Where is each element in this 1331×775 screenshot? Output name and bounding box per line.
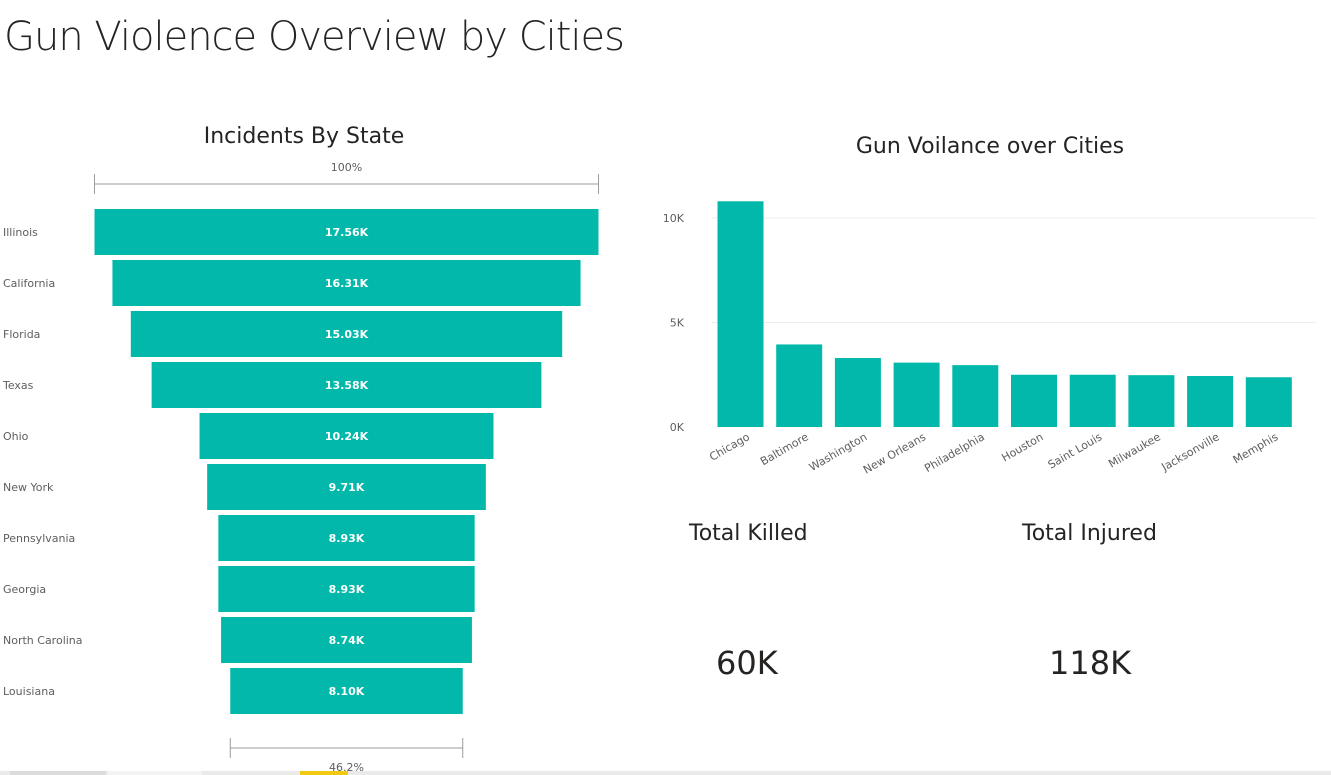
page-tab-active[interactable] bbox=[300, 771, 348, 775]
column-bar[interactable] bbox=[1011, 374, 1057, 427]
x-tick-label: Chicago bbox=[707, 430, 752, 463]
funnel-category-label: Texas bbox=[2, 379, 34, 392]
column-bar[interactable] bbox=[1187, 376, 1234, 427]
funnel-category-label: Louisiana bbox=[3, 685, 55, 698]
funnel-bar[interactable] bbox=[94, 209, 599, 255]
funnel-category-label: Pennsylvania bbox=[3, 532, 75, 545]
funnel-bar[interactable] bbox=[218, 566, 475, 612]
funnel-data-label: 15.03K bbox=[325, 328, 369, 341]
y-tick-label: 0K bbox=[670, 421, 685, 434]
total-injured-card-value: 118K bbox=[1049, 644, 1132, 682]
funnel-category-label: California bbox=[3, 277, 55, 290]
funnel-bar[interactable] bbox=[230, 668, 463, 714]
funnel-category-label: Georgia bbox=[3, 583, 46, 596]
funnel-data-label: 8.74K bbox=[329, 634, 365, 647]
x-tick-label: Philadelphia bbox=[922, 430, 987, 475]
column-bar[interactable] bbox=[834, 358, 881, 427]
page-tab[interactable] bbox=[108, 771, 202, 775]
funnel-data-label: 8.10K bbox=[329, 685, 365, 698]
total-killed-card-value: 60K bbox=[716, 644, 778, 682]
funnel-bar[interactable] bbox=[151, 362, 542, 408]
funnel-category-label: Ohio bbox=[3, 430, 29, 443]
funnel-category-label: North Carolina bbox=[3, 634, 83, 647]
column-bar[interactable] bbox=[1128, 375, 1175, 427]
funnel-bottom-percentage: 46.2% bbox=[329, 761, 364, 774]
funnel-data-label: 13.58K bbox=[325, 379, 369, 392]
x-tick-label: Houston bbox=[999, 430, 1045, 464]
funnel-data-label: 8.93K bbox=[329, 583, 365, 596]
total-injured-card-title: Total Injured bbox=[1022, 521, 1157, 546]
funnel-bar[interactable] bbox=[130, 311, 563, 357]
x-tick-label: New Orleans bbox=[861, 430, 928, 476]
funnel-bar[interactable] bbox=[199, 413, 494, 459]
page-tabs-bar bbox=[0, 771, 1331, 775]
x-tick-label: Washington bbox=[807, 430, 870, 474]
column-bar[interactable] bbox=[952, 365, 999, 427]
column-chart-title: Gun Voilance over Cities bbox=[855, 134, 1125, 159]
x-tick-label: Memphis bbox=[1231, 430, 1281, 466]
funnel-bar[interactable] bbox=[218, 515, 475, 561]
page-title: Gun Violence Overview by Cities bbox=[4, 14, 625, 60]
x-tick-label: Baltimore bbox=[758, 430, 811, 468]
x-tick-label: Milwaukee bbox=[1106, 430, 1163, 470]
funnel-bar[interactable] bbox=[207, 464, 486, 510]
funnel-chart[interactable]: 100% Illinois 17.56K California 16.31K Florid… bbox=[0, 150, 640, 774]
funnel-category-label: New York bbox=[3, 481, 54, 494]
funnel-category-label: Illinois bbox=[3, 226, 38, 239]
funnel-bar[interactable] bbox=[221, 617, 472, 663]
column-bar[interactable] bbox=[1069, 374, 1116, 427]
page-tab[interactable] bbox=[10, 771, 106, 775]
funnel-top-percentage: 100% bbox=[331, 161, 362, 174]
funnel-data-label: 9.71K bbox=[329, 481, 365, 494]
column-bar[interactable] bbox=[1245, 377, 1292, 427]
funnel-data-label: 8.93K bbox=[329, 532, 365, 545]
funnel-data-label: 10.24K bbox=[325, 430, 369, 443]
column-bar[interactable] bbox=[893, 362, 940, 427]
funnel-category-label: Florida bbox=[3, 328, 40, 341]
y-tick-label: 10K bbox=[663, 212, 685, 225]
total-killed-card-title: Total Killed bbox=[689, 521, 808, 546]
column-bar[interactable] bbox=[717, 201, 764, 427]
funnel-data-label: 17.56K bbox=[325, 226, 369, 239]
x-tick-label: Jacksonville bbox=[1159, 430, 1222, 474]
x-tick-label: Saint Louis bbox=[1046, 430, 1105, 471]
funnel-data-label: 16.31K bbox=[325, 277, 369, 290]
funnel-bar[interactable] bbox=[112, 260, 581, 306]
funnel-chart-title: Incidents By State bbox=[203, 124, 405, 149]
column-bar[interactable] bbox=[776, 344, 823, 427]
y-tick-label: 5K bbox=[670, 317, 685, 330]
